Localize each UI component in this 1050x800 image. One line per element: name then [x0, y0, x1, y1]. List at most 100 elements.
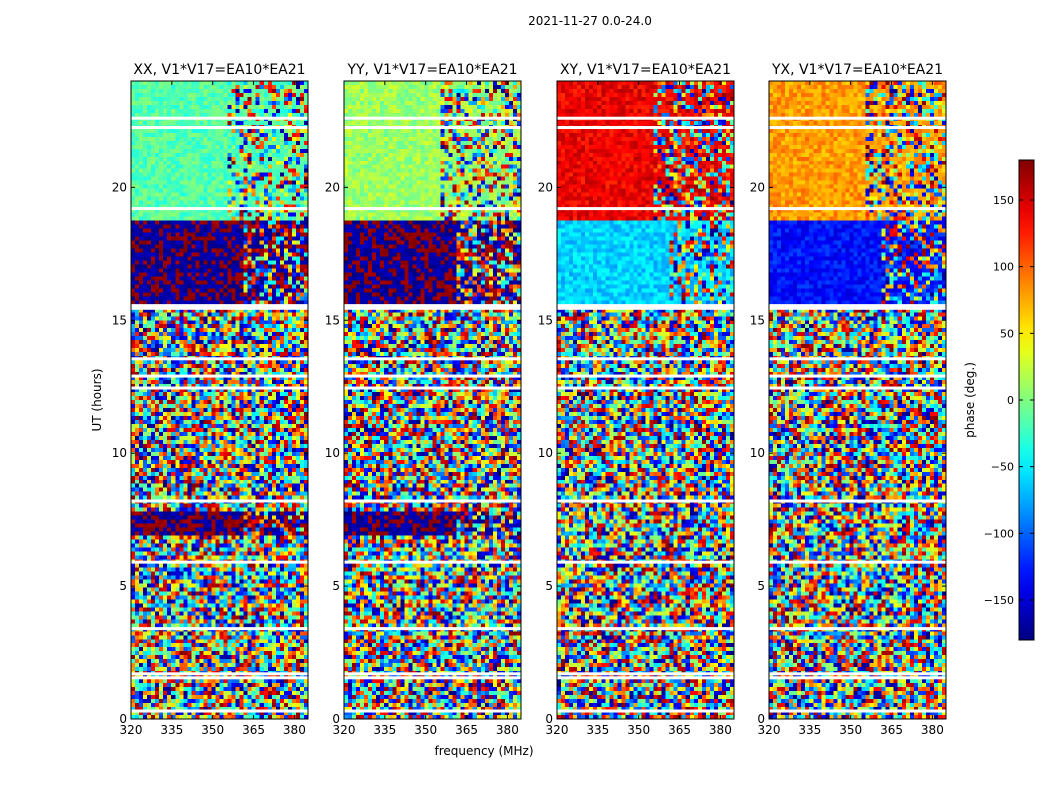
heatmap-cell [135, 236, 140, 241]
heatmap-cell [131, 216, 136, 221]
heatmap-cell [175, 81, 180, 86]
heatmap-cell [175, 364, 180, 369]
heatmap-cell [155, 471, 160, 477]
heatmap-cell [267, 296, 273, 301]
heatmap-cell [239, 439, 245, 445]
heatmap-cell [199, 479, 204, 485]
heatmap-cell [243, 471, 249, 477]
heatmap-cell [291, 208, 297, 213]
heatmap-cell [215, 276, 220, 281]
heatmap-cell [183, 232, 188, 237]
heatmap-cell [227, 360, 232, 365]
heatmap-cell [247, 340, 253, 345]
heatmap-cell [299, 244, 305, 249]
heatmap-cell [295, 188, 301, 194]
heatmap-cell [239, 523, 245, 528]
heatmap-cell [171, 252, 176, 257]
heatmap-cell [287, 360, 293, 365]
heatmap-cell [163, 360, 168, 365]
heatmap-cell [299, 419, 305, 425]
heatmap-cell [163, 443, 168, 449]
heatmap-cell [139, 292, 144, 297]
heatmap-cell [147, 475, 152, 481]
heatmap-cell [231, 164, 236, 170]
heatmap-cell [167, 407, 172, 413]
heatmap-cell [159, 392, 164, 397]
heatmap-cell [239, 495, 245, 501]
heatmap-cell [251, 328, 257, 333]
heatmap-cell [259, 364, 265, 369]
heatmap-cell [299, 148, 305, 154]
heatmap-cell [139, 320, 144, 325]
heatmap-cell [143, 296, 148, 301]
heatmap-cell [135, 344, 140, 349]
heatmap-cell [243, 244, 249, 249]
heatmap-cell [131, 471, 136, 477]
heatmap-cell [211, 232, 216, 237]
heatmap-cell [271, 316, 277, 321]
heatmap-cell [263, 392, 269, 397]
heatmap-cell [199, 439, 204, 445]
heatmap-cell [235, 144, 241, 150]
heatmap-cell [291, 172, 297, 178]
heatmap-cell [199, 328, 204, 333]
heatmap-cell [203, 451, 208, 457]
heatmap-cell [223, 216, 228, 221]
heatmap-cell [251, 403, 257, 409]
heatmap-cell [163, 475, 168, 481]
heatmap-cell [211, 312, 216, 317]
heatmap-cell [131, 531, 136, 536]
heatmap-cell [239, 216, 245, 221]
heatmap-cell [151, 288, 156, 293]
heatmap-cell [135, 475, 140, 481]
heatmap-cell [267, 280, 273, 285]
heatmap-cell [239, 316, 245, 321]
heatmap-cell [179, 176, 184, 182]
heatmap-cell [247, 272, 253, 277]
heatmap-cell [275, 439, 281, 445]
heatmap-cell [275, 336, 281, 341]
heatmap-cell [187, 204, 192, 209]
heatmap-cell [271, 192, 277, 198]
heatmap-cell [287, 96, 293, 102]
heatmap-cell [291, 380, 297, 385]
heatmap-cell [279, 475, 285, 481]
heatmap-cell [255, 396, 261, 401]
heatmap-cell [291, 415, 297, 421]
heatmap-cell [247, 112, 253, 118]
heatmap-cell [299, 120, 305, 126]
heatmap-cell [267, 236, 273, 241]
heatmap-cell [223, 81, 228, 86]
heatmap-cell [247, 380, 253, 385]
heatmap-cell [151, 316, 156, 321]
heatmap-cell [199, 372, 204, 377]
heatmap-cell [243, 403, 249, 409]
heatmap-cell [139, 300, 144, 305]
heatmap-cell [223, 419, 228, 425]
heatmap-cell [215, 128, 220, 134]
heatmap-cell [227, 475, 232, 481]
heatmap-cell [147, 112, 152, 118]
heatmap-cell [171, 292, 176, 297]
heatmap-cell [135, 392, 140, 397]
heatmap-cell [251, 523, 257, 528]
heatmap-cell [131, 344, 136, 349]
heatmap-cell [247, 81, 253, 86]
heatmap-cell [299, 168, 305, 174]
heatmap-cell [271, 264, 277, 269]
heatmap-cell [275, 332, 281, 337]
heatmap-cell [279, 368, 285, 373]
heatmap-cell [279, 84, 285, 90]
heatmap-cell [247, 144, 253, 150]
heatmap-cell [291, 515, 297, 521]
heatmap-cell [275, 136, 281, 142]
heatmap-cell [251, 400, 257, 405]
heatmap-cell [199, 112, 204, 118]
heatmap-cell [299, 348, 305, 353]
heatmap-cell [199, 324, 204, 329]
heatmap-cell [207, 236, 212, 241]
heatmap-cell [135, 128, 140, 134]
heatmap-cell [135, 491, 140, 497]
heatmap-cell [271, 260, 277, 265]
heatmap-cell [251, 423, 257, 429]
